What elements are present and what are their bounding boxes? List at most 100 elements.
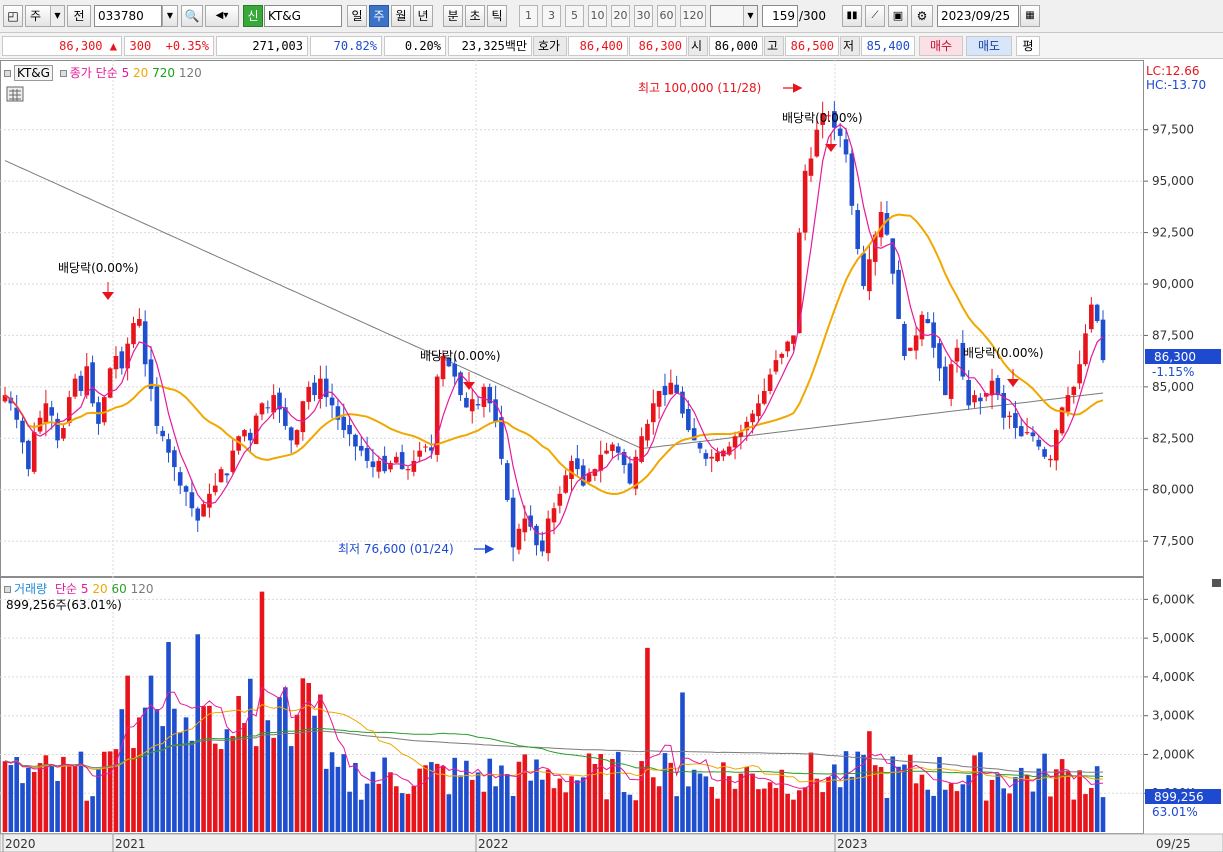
minute-60[interactable]: 60 [657,5,676,27]
minute-20[interactable]: 20 [611,5,630,27]
volume-bar [55,780,60,832]
minute-30[interactable]: 30 [634,5,653,27]
volume-bar [697,773,703,832]
candle-body [388,462,393,470]
candle-body [137,318,142,326]
volume-bar [376,783,382,832]
volume-bar [715,798,720,832]
volume-bar [283,687,288,832]
tab-tick[interactable]: 틱 [487,5,507,27]
eval-button[interactable]: 평 [1016,36,1040,56]
candle-body [294,430,300,445]
search-icon[interactable]: 🔍 [181,5,203,27]
volume-bar [791,799,796,832]
candle-body [1001,392,1007,418]
volume-bar [814,778,820,832]
minute-120[interactable]: 120 [680,5,706,27]
tab-month[interactable]: 월 [391,5,411,27]
window-menu-icon[interactable]: ◰ [3,5,23,27]
candle-body [849,153,855,206]
candle-body [66,397,72,424]
volume-bar [493,786,498,832]
candle-body [1071,386,1077,395]
quote-change: 300 +0.35% [124,36,214,56]
stock-name-field[interactable]: KT&G [264,5,342,27]
volume-bar [796,790,802,832]
candle-body [283,407,288,426]
candle-body [61,428,66,439]
candle-body [791,335,796,344]
candle-body [761,390,767,404]
custom-period-input[interactable]: ▼ [710,5,758,27]
buy-button[interactable]: 매수 [919,36,963,56]
candle-body [551,508,557,523]
minute-10[interactable]: 10 [588,5,607,27]
volume-bar [107,751,113,832]
candle-body [323,378,329,398]
price-tick-label: 92,500 [1152,226,1194,240]
hc-label: HC:-13.70 [1146,78,1206,92]
minute-3[interactable]: 3 [542,5,561,27]
series-toggle-icon[interactable] [4,70,11,77]
volume-bar [201,706,206,832]
candle-body [154,386,160,426]
volume-legend: 거래량 단순 5 20 60 120 [4,580,153,597]
date-input[interactable]: 2023/09/25 [937,5,1019,27]
volume-bar [1100,797,1106,832]
gear-icon[interactable]: ⚙ [911,5,933,27]
candle-type-icon[interactable]: ▮▮ [842,5,862,27]
candle-count-input[interactable]: 159 [762,5,798,27]
volume-bar [405,793,411,832]
price-axis: 97,500 95,000 92,500 90,000 87,500 85,000 82,5… [1144,123,1194,548]
volume-bar [247,678,253,832]
candle-body [394,456,399,463]
volume-bar [861,754,866,832]
candle-body [347,425,352,435]
volume-bar [1042,753,1047,832]
volume-bar [943,789,948,832]
line-draw-icon[interactable]: ⟋ [865,5,885,27]
volume-bar [721,762,726,832]
stock-code-input[interactable]: 033780 [94,5,162,27]
speaker-icon[interactable]: ◀▾ [205,5,239,27]
candle-body [972,395,977,403]
code-dropdown-icon[interactable]: ▼ [162,5,178,27]
volume-bar [306,683,312,832]
volume-bar [399,793,405,832]
calendar-icon[interactable]: ▦ [1020,5,1040,27]
series-toggle-icon[interactable] [59,70,67,77]
tab-second[interactable]: 초 [465,5,485,27]
tab-year[interactable]: 년 [413,5,433,27]
dividend-marker-icon [463,382,475,390]
candle-body [545,518,551,554]
volume-bar [843,751,849,832]
volume-bar [686,786,691,832]
candle-body [656,390,662,407]
volume-bar [1077,770,1082,832]
tab-minute[interactable]: 분 [443,5,463,27]
prev-button[interactable]: 전 [67,5,91,27]
sell-button[interactable]: 매도 [966,36,1012,56]
candle-body [796,232,802,334]
period-kind-select[interactable]: 주 ▼ [25,5,65,27]
volume-bar [802,787,808,832]
low-annotation: 최저 76,600 (01/24) [338,542,454,556]
volume-bar [703,776,709,832]
volume-bar [1024,774,1030,832]
volume-bar [137,717,142,832]
series-toggle-icon[interactable] [4,586,11,593]
legend-ma5: 5 [121,66,130,80]
stock-chart: 97,500 95,000 92,500 90,000 87,500 85,000 82,5… [0,60,1223,852]
volume-bar [534,759,539,832]
volume-bar [335,766,341,832]
minute-5[interactable]: 5 [565,5,584,27]
vma5-path [4,685,1104,789]
minute-1[interactable]: 1 [519,5,538,27]
save-icon[interactable]: ▣ [888,5,908,27]
volume-bar [72,765,78,832]
tab-day[interactable]: 일 [347,5,367,27]
volume-bar [154,709,160,832]
tab-week[interactable]: 주 [369,5,389,27]
panel-close-icon[interactable] [1212,579,1221,587]
candle-body [738,432,744,437]
